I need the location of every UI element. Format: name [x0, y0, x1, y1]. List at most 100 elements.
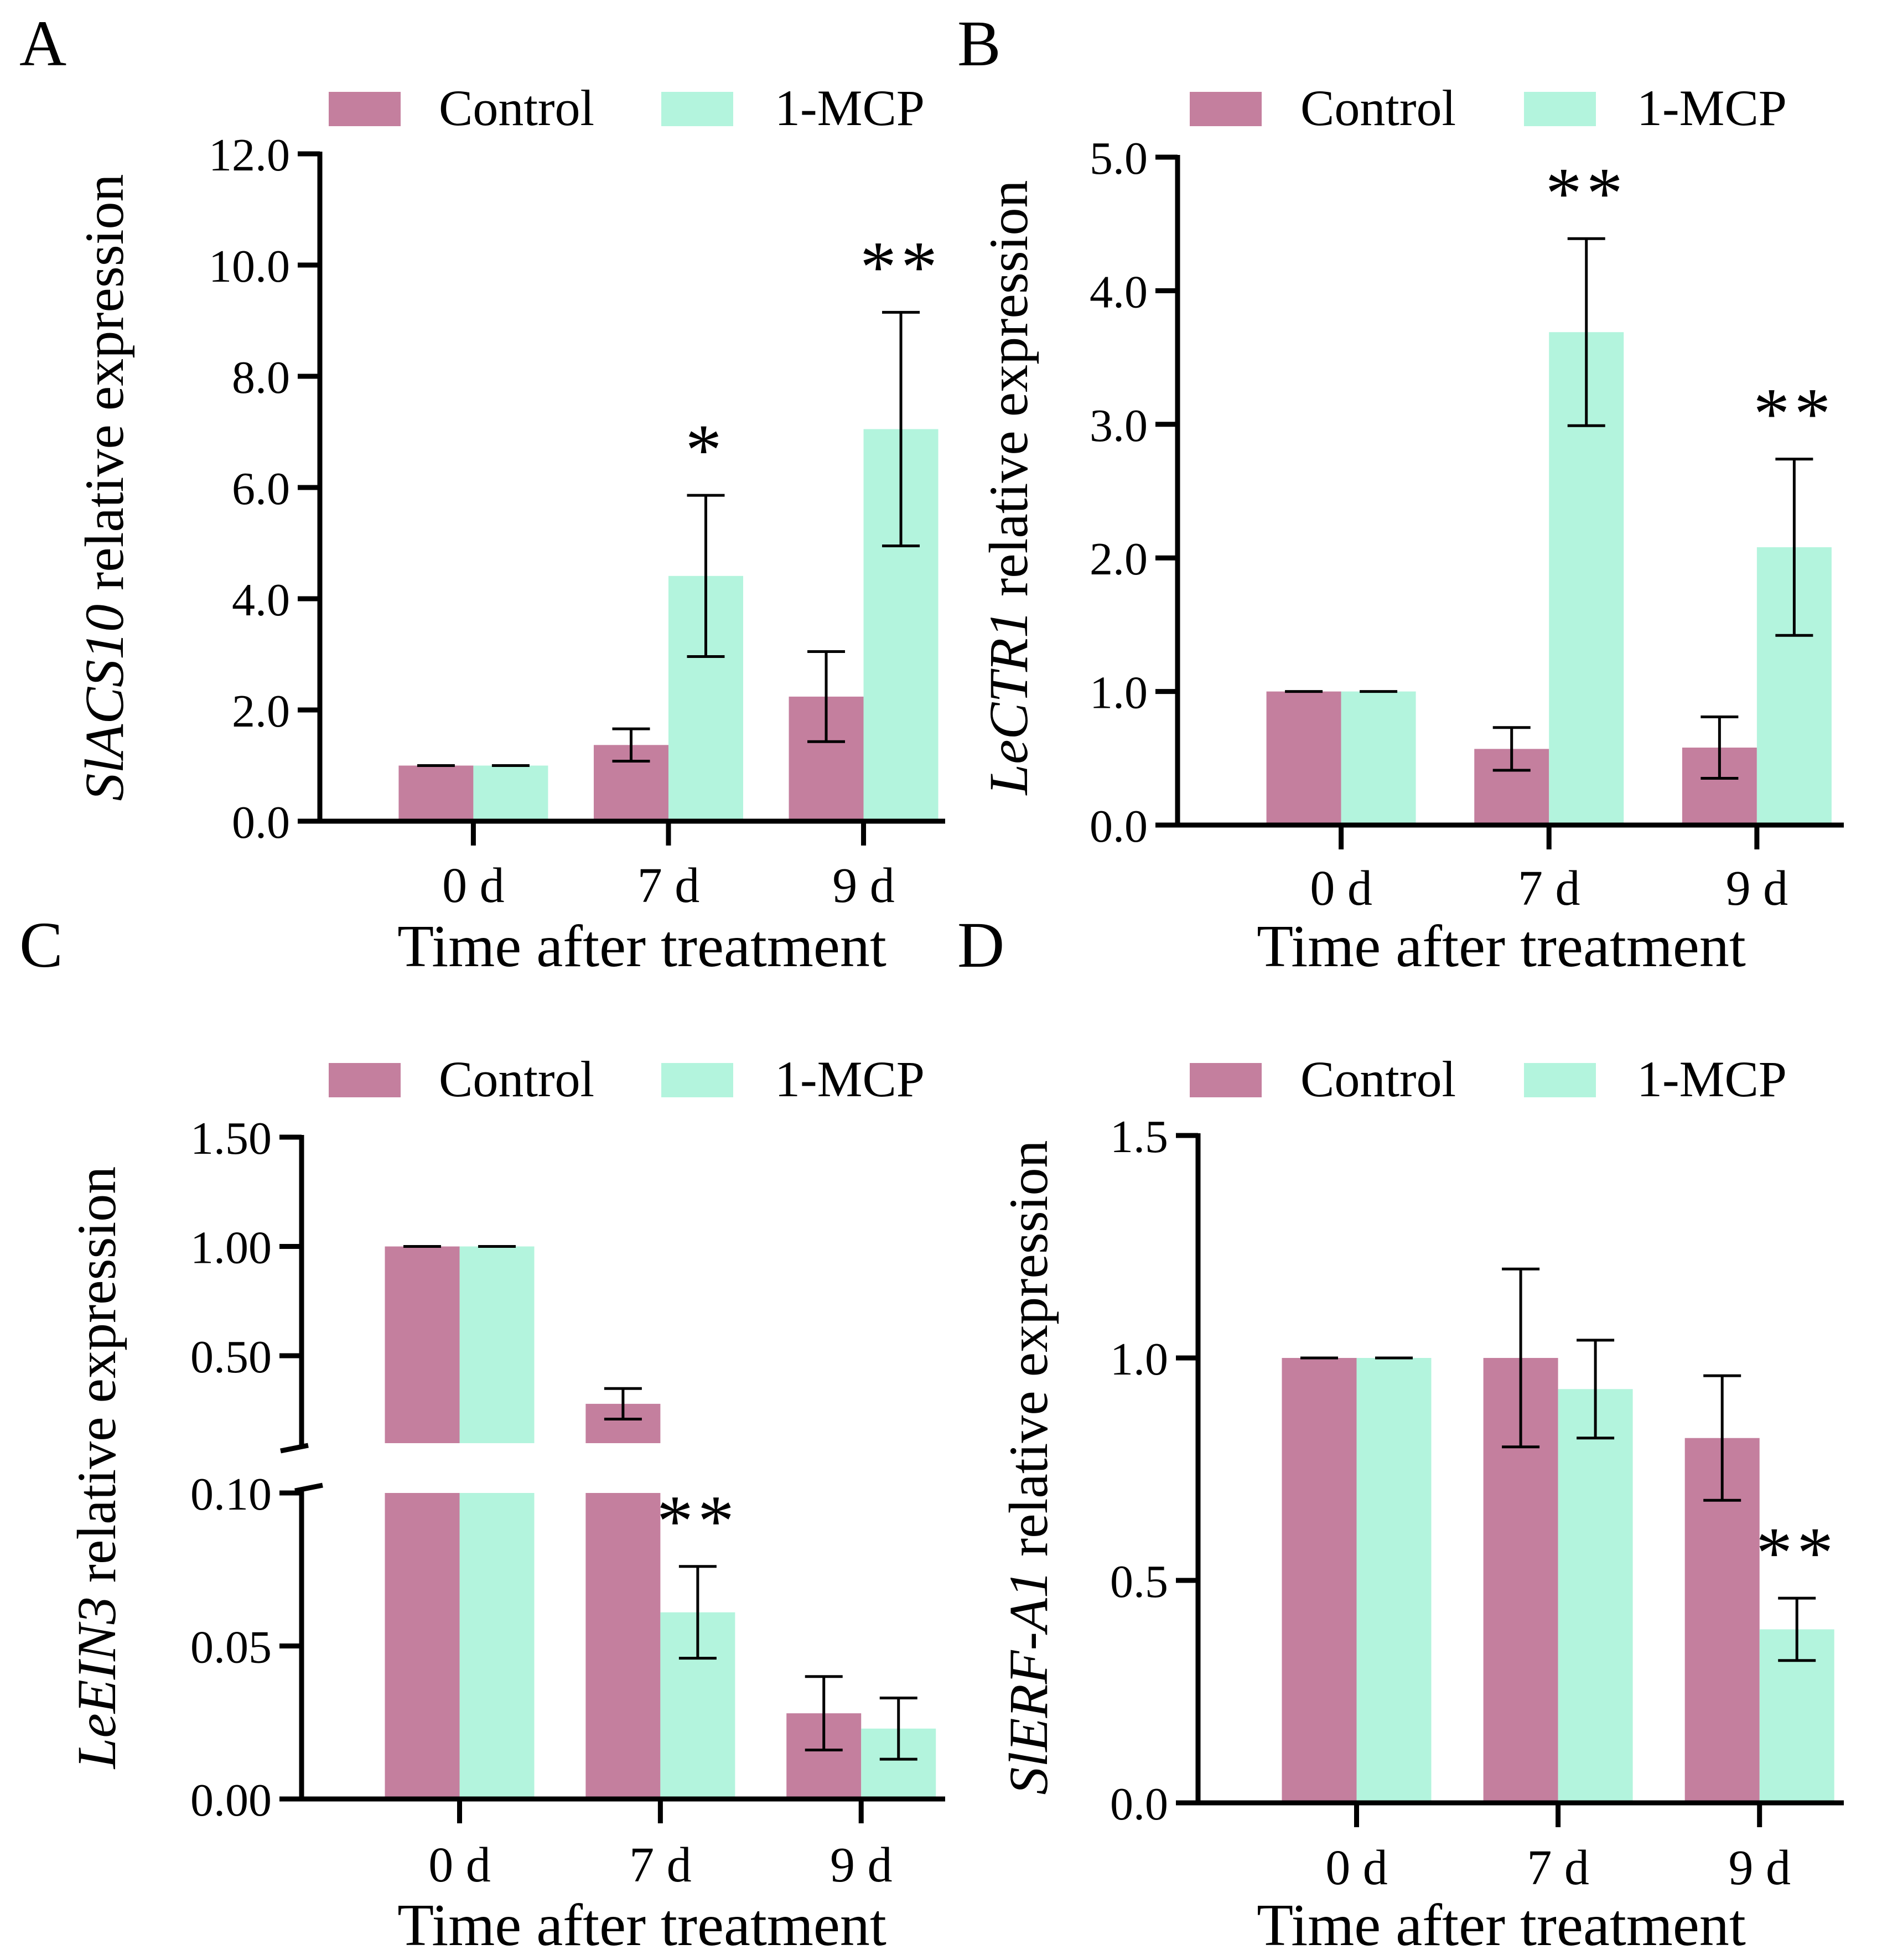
x-tick-label: 9 d — [830, 1838, 893, 1892]
bars — [1266, 237, 1832, 825]
x-axis-label: Time after treatment — [397, 1892, 886, 1958]
error-bar — [678, 1565, 717, 1660]
panel-letter: D — [957, 909, 1004, 981]
y-tick-label: 3.0 — [1090, 400, 1148, 452]
y-tick-label: 4.0 — [232, 574, 290, 626]
legend-swatch-mcp — [1524, 1063, 1596, 1097]
y-axis-label: LeCTR1 relative expression — [978, 180, 1039, 796]
legend-label-mcp: 1-MCP — [775, 80, 925, 136]
axis-break-mark-lower — [294, 1482, 323, 1494]
significance-marker: ** — [1753, 373, 1835, 454]
significance-marker: ** — [860, 226, 942, 307]
y-axis-label-text: relative expression — [74, 174, 135, 604]
legend-swatch-control — [1190, 1063, 1262, 1097]
x-tick-label: 0 d — [428, 1838, 491, 1892]
y-tick-label: 1.0 — [1110, 1334, 1168, 1385]
bar-mcp-0d — [1356, 1358, 1432, 1803]
bar-control-0d-upper — [385, 1246, 460, 1443]
y-tick-label: 8.0 — [232, 352, 290, 403]
x-tick-label: 0 d — [1325, 1840, 1388, 1895]
legend-swatch-mcp — [661, 92, 733, 126]
y-tick-label: 10.0 — [209, 241, 290, 292]
legend-swatch-control — [329, 1063, 401, 1097]
x-axis-label: Time after treatment — [1257, 914, 1746, 979]
legend-label-mcp: 1-MCP — [775, 1051, 925, 1107]
legend-label-control: Control — [1300, 80, 1456, 136]
x-tick-label: 7 d — [1518, 861, 1580, 916]
x-tick-label: 0 d — [1310, 861, 1372, 916]
x-tick-label: 9 d — [1728, 1840, 1791, 1895]
legend-swatch-control — [329, 92, 401, 126]
error-bar — [882, 310, 920, 548]
error-bar — [604, 1387, 642, 1421]
y-axis-label-gene: LeCTR1 — [978, 610, 1039, 796]
error-bar — [612, 727, 650, 763]
error-bar — [1703, 1374, 1741, 1502]
y-axis-label-text: relative expression — [978, 180, 1039, 611]
y-tick-label: 1.5 — [1110, 1111, 1168, 1163]
y-tick-label: 1.0 — [1090, 667, 1148, 719]
x-tick-label: 7 d — [629, 1838, 692, 1892]
y-ticks: 0.0 2.0 4.0 6.0 8.0 10.0 12.0 — [209, 129, 320, 848]
bars — [385, 1245, 936, 1799]
x-ticks: 0 d 7 d 9 d — [1310, 825, 1788, 916]
x-axis-label: Time after treatment — [1257, 1892, 1746, 1958]
x-ticks: 0 d 7 d 9 d — [442, 821, 895, 913]
y-ticks: 0.0 1.0 2.0 3.0 4.0 5.0 — [1090, 133, 1178, 852]
y-tick-label: 4.0 — [1090, 266, 1148, 318]
y-tick-label: 2.0 — [232, 686, 290, 737]
legend-swatch-mcp — [661, 1063, 733, 1097]
legend: Control 1-MCP — [329, 1051, 925, 1107]
y-tick-label: 0.0 — [1110, 1778, 1168, 1830]
error-bar — [1778, 1596, 1816, 1662]
y-tick-label: 0.5 — [1110, 1556, 1168, 1608]
legend: Control 1-MCP — [329, 80, 925, 136]
legend-label-control: Control — [1300, 1051, 1456, 1107]
bar-control-0d — [398, 765, 474, 821]
significance-marker: ** — [657, 1480, 739, 1562]
y-axis-label-gene: LeEIN3 — [66, 1596, 127, 1770]
axes — [1195, 1133, 1844, 1806]
y-axis-label-text: relative expression — [66, 1166, 127, 1597]
legend-label-control: Control — [439, 80, 594, 136]
x-ticks: 0 d 7 d 9 d — [428, 1799, 892, 1892]
error-bar — [1577, 1339, 1615, 1440]
y-tick-label: 2.0 — [1090, 533, 1148, 585]
y-tick-label: 0.00 — [190, 1775, 272, 1826]
y-tick-label: 0.0 — [232, 797, 290, 848]
bars — [1282, 1267, 1834, 1803]
legend-swatch-mcp — [1524, 92, 1596, 126]
y-axis-label-gene: SlERF-A1 — [998, 1570, 1059, 1795]
error-bar — [805, 1675, 843, 1752]
y-tick-label: 0.0 — [1090, 801, 1148, 852]
y-tick-label: 5.0 — [1090, 133, 1148, 184]
legend-swatch-control — [1190, 92, 1262, 126]
x-tick-label: 9 d — [832, 858, 895, 913]
bar-mcp-0d — [1341, 691, 1416, 825]
x-tick-label: 7 d — [1527, 1840, 1589, 1895]
y-axis-label-gene: SlACS10 — [74, 604, 135, 801]
y-ticks: 0.0 0.5 1.0 1.5 — [1110, 1111, 1198, 1830]
error-bar — [1492, 726, 1531, 772]
panel-letter: C — [19, 909, 63, 981]
y-tick-label: 0.05 — [190, 1622, 272, 1673]
error-bar — [1775, 458, 1813, 637]
y-axis-label: LeEIN3 relative expression — [66, 1166, 127, 1770]
error-bar — [687, 494, 725, 658]
bar-mcp-0d-upper — [459, 1246, 535, 1443]
y-axis-label: SlERF-A1 relative expression — [998, 1140, 1059, 1795]
error-bar — [1567, 237, 1605, 427]
y-axis-label: SlACS10 relative expression — [74, 174, 135, 801]
y-tick-label: 1.00 — [190, 1222, 272, 1274]
bar-mcp-7d — [1558, 1389, 1633, 1803]
error-bar — [879, 1697, 917, 1761]
y-axis-label-text: relative expression — [998, 1140, 1059, 1571]
x-tick-label: 0 d — [442, 858, 505, 913]
x-axis-label: Time after treatment — [397, 914, 886, 979]
panel-letter: A — [19, 7, 66, 80]
legend-label-mcp: 1-MCP — [1637, 1051, 1787, 1107]
